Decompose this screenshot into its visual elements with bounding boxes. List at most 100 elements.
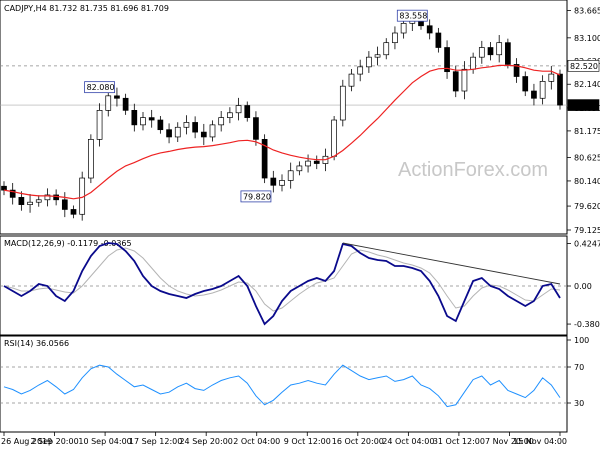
macd-axis-label: -0.3806 <box>574 320 600 329</box>
candle-body <box>70 209 77 215</box>
annotation-box <box>396 9 428 22</box>
candle-body <box>88 139 94 179</box>
price-panel: CADJPY,H4 81.732 81.735 81.696 81.709 Ac… <box>0 0 600 235</box>
candle-body <box>426 25 433 34</box>
rsi-line <box>3 364 561 408</box>
candle-body <box>305 160 311 167</box>
candle-body <box>461 68 468 92</box>
candle-body <box>296 165 303 172</box>
candle-body <box>383 42 390 56</box>
macd-title: MACD(12,26,9) -0.1179 -0.0365 <box>4 239 132 248</box>
candle-body <box>44 194 51 201</box>
macd-series <box>3 242 561 326</box>
time-axis-label: 17 Sep 12:00 <box>129 437 182 446</box>
annotation-label: 82.080 <box>87 83 115 92</box>
candle-body <box>122 97 129 111</box>
price-axis-label: 79.125 <box>574 226 600 235</box>
candle-body <box>557 73 563 106</box>
candle-body <box>200 131 207 138</box>
time-axis-label: 7 Nov 20:00 <box>485 437 534 446</box>
price-flag <box>567 99 600 111</box>
candle-body <box>339 85 346 121</box>
annotation-box <box>240 190 272 203</box>
price-flag-label: 81.709 <box>570 101 598 110</box>
macd-signal-line <box>3 247 561 312</box>
candle-body <box>374 54 381 58</box>
rsi-level-lines <box>0 366 567 404</box>
candle-body <box>539 80 546 99</box>
candle-body <box>131 110 138 126</box>
candle-body <box>105 95 112 111</box>
candle-body <box>513 64 520 77</box>
candle-body <box>261 139 268 179</box>
candle-body <box>478 47 485 58</box>
time-axis-label: 10 Sep 04:00 <box>78 437 131 446</box>
candle-body <box>505 42 511 65</box>
candle-body <box>487 47 494 56</box>
rsi-title: RSI(14) 36.0566 <box>4 339 69 348</box>
candle-body <box>348 73 355 87</box>
time-axis-label: 16 Oct 20:00 <box>332 437 384 446</box>
candle-body <box>435 32 442 48</box>
candle-body <box>227 112 233 118</box>
price-axis: 83.66583.10082.62082.14081.65081.17580.6… <box>567 7 600 235</box>
price-axis-label: 80.140 <box>574 177 600 186</box>
candle-body <box>331 119 337 157</box>
rsi-panel-frame <box>0 335 568 433</box>
candle-body <box>166 129 172 138</box>
macd-axis: 0.4247 0.00 -0.3806 <box>567 240 600 329</box>
time-axis-label: 2 Sep 20:00 <box>30 437 78 446</box>
time-axis-label: 15 Nov 04:00 <box>513 437 567 446</box>
candle-body <box>452 71 459 92</box>
annotation-box <box>84 81 115 94</box>
candle-body <box>313 160 320 164</box>
time-axis-label: 24 Oct 04:00 <box>382 437 434 446</box>
candle-body <box>18 197 25 205</box>
candlestick-series <box>1 10 563 221</box>
candle-body <box>235 105 242 114</box>
price-axis-label: 83.665 <box>574 7 600 16</box>
time-axis-label: 26 Aug 2019 <box>1 437 52 446</box>
rsi-axis: 100 70 30 <box>567 336 589 408</box>
candle-body <box>522 76 529 92</box>
candle-body <box>174 126 181 138</box>
price-reference-lines <box>0 65 567 106</box>
rsi-series <box>3 364 561 408</box>
macd-panel-frame <box>0 235 568 336</box>
macd-panel: MACD(12,26,9) -0.1179 -0.0365 0.4247 0.00… <box>0 235 600 336</box>
price-flag <box>567 60 600 72</box>
candle-body <box>366 56 372 68</box>
price-axis-label: 82.140 <box>574 80 600 89</box>
candle-body <box>244 105 251 118</box>
price-axis-label: 83.100 <box>574 34 600 43</box>
candle-body <box>253 117 259 140</box>
price-annotations: 82.080 79.820 83.558 <box>84 9 428 203</box>
moving-average-line <box>3 64 561 200</box>
time-axis-label: 9 Oct 12:00 <box>284 437 331 446</box>
candle-body <box>392 32 398 44</box>
candle-body <box>192 122 198 133</box>
price-axis-label: 80.625 <box>574 153 600 162</box>
candle-body <box>218 117 225 126</box>
candle-body <box>531 90 537 99</box>
candle-body <box>148 117 155 121</box>
time-axis-label: 2 Oct 04:00 <box>233 437 280 446</box>
price-axis-label: 81.175 <box>574 127 600 136</box>
candle-body <box>548 73 555 82</box>
candle-body <box>279 180 285 186</box>
macd-line <box>3 242 561 326</box>
rsi-panel: RSI(14) 36.0566 100 70 30 <box>0 335 589 433</box>
annotation-label: 83.558 <box>399 12 427 21</box>
candle-body <box>287 170 294 181</box>
candle-body <box>27 201 33 205</box>
macd-axis-label: 0.4247 <box>574 240 600 249</box>
price-flag-label: 82.520 <box>570 62 598 71</box>
annotation-label: 79.820 <box>243 192 271 201</box>
candle-body <box>270 177 277 186</box>
macd-trendline <box>342 242 561 285</box>
price-axis-label: 79.620 <box>574 202 600 211</box>
candle-body <box>61 199 68 210</box>
candle-body <box>35 199 42 203</box>
candle-body <box>53 194 59 201</box>
